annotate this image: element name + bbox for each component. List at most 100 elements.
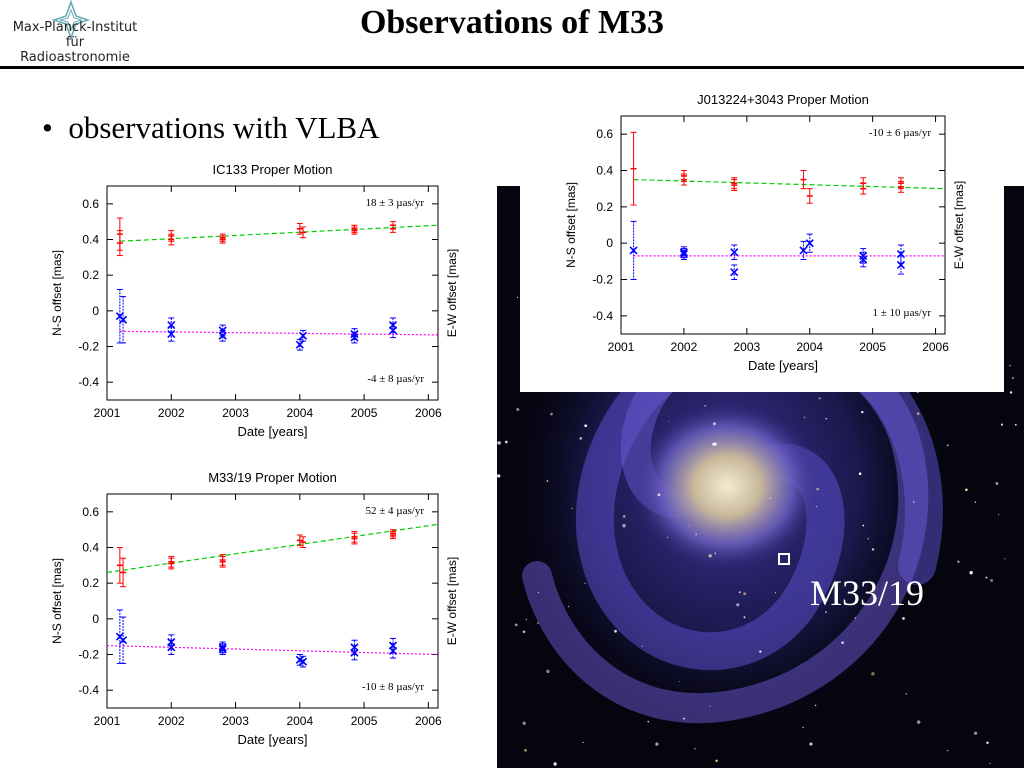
star (524, 748, 527, 752)
point-marker (388, 326, 398, 335)
ns-data-point (120, 557, 127, 588)
ew-data-point (218, 329, 227, 342)
star (825, 611, 827, 613)
ew-data-point (119, 616, 128, 664)
y-tick-label: 0.4 (82, 541, 99, 555)
point-marker (805, 239, 814, 248)
ns-data-point (390, 530, 397, 540)
star (579, 437, 583, 440)
star (974, 501, 977, 503)
ew-fit-line (106, 644, 439, 656)
star (990, 579, 994, 582)
ew-data-point (679, 248, 688, 261)
star (584, 582, 586, 585)
star (516, 407, 520, 412)
y-tick-label: -0.4 (78, 375, 99, 389)
ns-rate-label: -10 ± 6 µas/yr (869, 127, 932, 139)
bullet-item: • observations with VLBA (42, 110, 380, 145)
y-tick-label: -0.2 (78, 648, 99, 662)
star (614, 629, 617, 633)
star (841, 641, 844, 644)
star (678, 680, 680, 682)
x-axis-label: Date [years] (237, 424, 307, 439)
ew-data-point (629, 220, 638, 280)
ew-data-point (730, 264, 739, 280)
star (497, 441, 501, 445)
x-tick-label: 2004 (286, 714, 313, 728)
ew-data-point (167, 639, 176, 655)
ew-data-point (388, 322, 398, 339)
star (537, 592, 539, 594)
star (803, 416, 806, 419)
star (769, 497, 771, 499)
ew-rate-label: 1 ± 10 µas/yr (872, 307, 931, 319)
star (682, 717, 685, 720)
x-tick-label: 2005 (351, 714, 378, 728)
point-marker (119, 315, 128, 324)
x-tick-label: 2005 (351, 406, 378, 420)
y-tick-label: 0 (92, 304, 99, 318)
point-marker (350, 648, 359, 657)
y-axis-label: N-S offset [mas] (50, 250, 64, 336)
star (584, 424, 588, 428)
point-marker (730, 268, 739, 277)
ns-data-point (116, 230, 123, 257)
ic133-proper-motion-plot: IC133 Proper Motion 2001 2002 2003 2004 2005 2… (40, 150, 460, 454)
star (815, 505, 818, 508)
ns-data-point (300, 536, 307, 548)
star (916, 720, 921, 724)
point-marker (859, 255, 868, 264)
ew-data-point (298, 655, 308, 668)
x-axis-label: Date [years] (748, 358, 818, 373)
ns-data-point (860, 182, 867, 195)
point-marker (298, 331, 308, 340)
institute-logo: Max-Planck-Institut für Radioastronomie (0, 0, 150, 66)
star (1004, 558, 1006, 560)
y-tick-label: -0.2 (78, 340, 99, 354)
y2-axis-label: E-W offset [mas] (952, 181, 966, 269)
ns-data-point (806, 188, 813, 204)
y-tick-label: 0.4 (596, 164, 613, 178)
point-marker (799, 246, 808, 255)
y-tick-label: 0.6 (596, 127, 613, 141)
ns-data-point (731, 179, 738, 191)
star (774, 592, 777, 594)
y-tick-label: 0.6 (82, 505, 99, 519)
ic133-chart-svg: IC133 Proper Motion 2001 2002 2003 2004 2005 2… (50, 162, 459, 439)
point-marker (218, 645, 227, 654)
star (905, 693, 907, 695)
star (708, 554, 712, 558)
logo-text-line-2: für (65, 35, 85, 50)
star (743, 592, 747, 596)
plot-frame (620, 115, 946, 335)
ns-data-point (897, 180, 904, 193)
point-marker (119, 636, 128, 645)
star (973, 731, 978, 735)
x-tick-label: 2005 (859, 340, 886, 354)
star (668, 420, 670, 422)
x-tick-label: 2003 (222, 714, 249, 728)
point-marker (629, 246, 638, 255)
star (694, 747, 696, 750)
ns-data-point (168, 557, 175, 570)
ns-data-point (168, 233, 175, 246)
m33-19-marker (778, 553, 790, 565)
star (709, 705, 711, 707)
ew-rate-label: -4 ± 8 µas/yr (367, 373, 424, 385)
star (917, 412, 920, 415)
star (522, 630, 526, 633)
star (641, 645, 643, 647)
y-tick-label: 0.2 (82, 576, 99, 590)
ns-data-point (351, 532, 358, 545)
star (553, 762, 557, 766)
bullet-text: observations with VLBA (68, 110, 380, 145)
ew-data-point (218, 643, 227, 655)
logo-emblem-icon (52, 0, 90, 40)
ew-data-point (167, 326, 176, 342)
ew-data-point (350, 645, 359, 661)
y-tick-label: 0.2 (82, 268, 99, 282)
star (536, 622, 539, 625)
x-tick-label: 2002 (158, 714, 185, 728)
x-tick-label: 2003 (733, 340, 760, 354)
star (655, 742, 659, 746)
